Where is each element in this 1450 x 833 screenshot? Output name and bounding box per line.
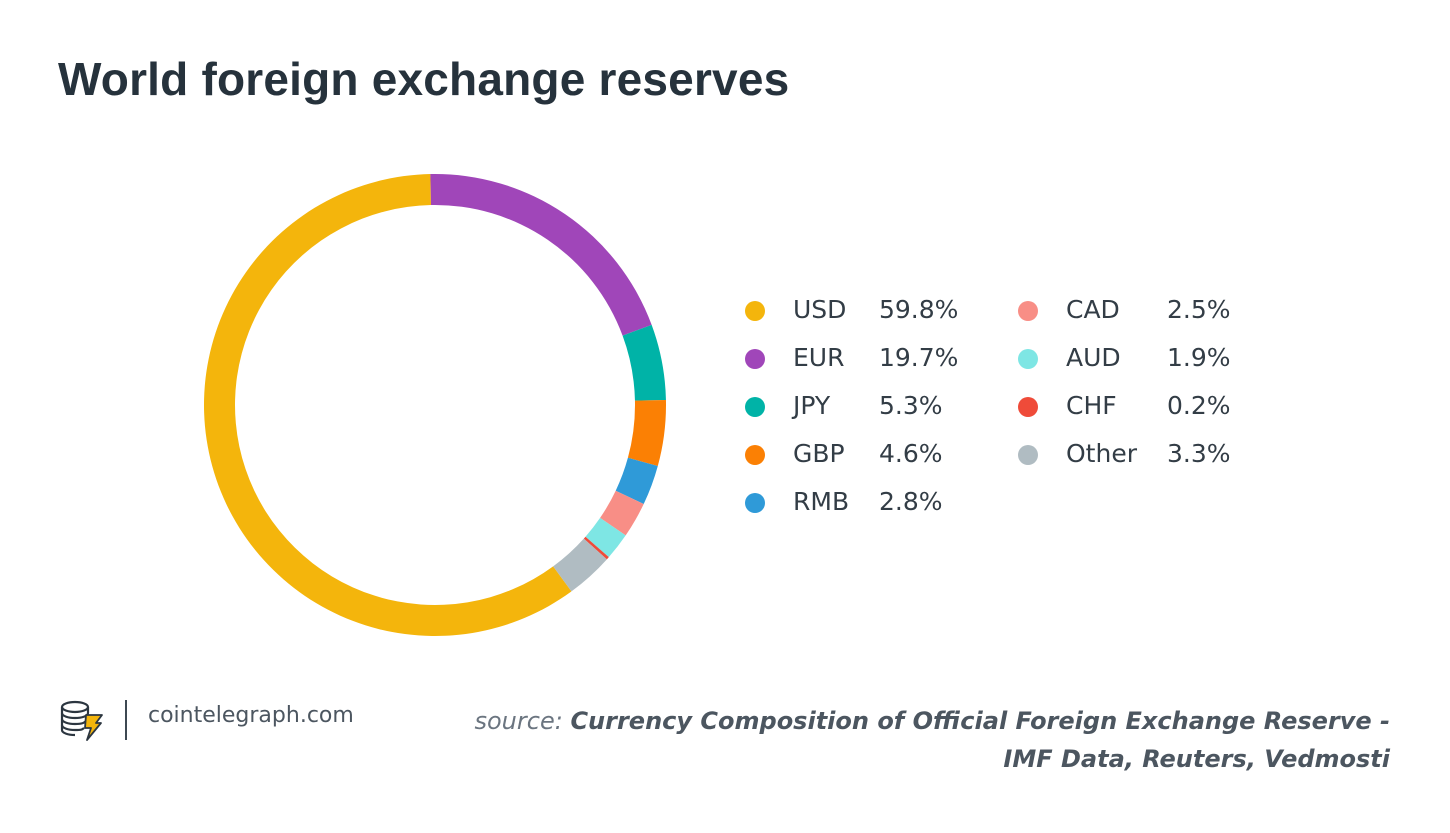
legend-item-jpy: JPY 5.3% xyxy=(745,386,995,426)
donut-slice-eur xyxy=(430,174,652,336)
donut-slice-usd xyxy=(204,174,572,636)
legend-label: USD xyxy=(793,295,847,324)
legend-label: CAD xyxy=(1066,295,1120,324)
legend-item-rmb: RMB 2.8% xyxy=(745,482,995,522)
legend-item-cad: CAD 2.5% xyxy=(1018,290,1268,330)
legend: USD 59.8% EUR 19.7% JPY 5.3% GBP 4.6% RMB 2.8% CAD… xyxy=(745,290,1265,530)
legend-item-eur: EUR 19.7% xyxy=(745,338,995,378)
source-note: source: Currency Composition of Official… xyxy=(474,702,1390,778)
cointelegraph-logo-icon xyxy=(60,700,103,741)
legend-item-chf: CHF 0.2% xyxy=(1018,386,1268,426)
legend-item-usd: USD 59.8% xyxy=(745,290,995,330)
legend-value: 2.5% xyxy=(1167,295,1231,324)
legend-item-aud: AUD 1.9% xyxy=(1018,338,1268,378)
legend-label: CHF xyxy=(1066,391,1117,420)
legend-swatch xyxy=(1018,301,1038,321)
legend-label: AUD xyxy=(1066,343,1121,372)
chart-title: World foreign exchange reserves xyxy=(58,53,790,105)
legend-value: 59.8% xyxy=(879,295,959,324)
source-text-1: Currency Composition of Official Foreign… xyxy=(570,707,1390,735)
legend-label: EUR xyxy=(793,343,845,372)
donut-slice-gbp xyxy=(627,400,666,466)
donut-slice-jpy xyxy=(622,324,666,401)
legend-swatch xyxy=(745,445,765,465)
legend-swatch xyxy=(1018,349,1038,369)
legend-label: RMB xyxy=(793,487,850,516)
legend-swatch xyxy=(745,493,765,513)
source-line-1: source: Currency Composition of Official… xyxy=(474,702,1390,740)
legend-swatch xyxy=(745,301,765,321)
donut-slice-cad xyxy=(600,490,644,536)
legend-value: 0.2% xyxy=(1167,391,1231,420)
legend-label: Other xyxy=(1066,439,1137,468)
legend-value: 19.7% xyxy=(879,343,959,372)
footer-site-link[interactable]: cointelegraph.com xyxy=(148,703,354,728)
legend-swatch xyxy=(1018,445,1038,465)
legend-swatch xyxy=(1018,397,1038,417)
source-prefix: source: xyxy=(474,707,563,735)
legend-value: 2.8% xyxy=(879,487,943,516)
legend-item-gbp: GBP 4.6% xyxy=(745,434,995,474)
donut-chart xyxy=(204,174,666,636)
legend-value: 3.3% xyxy=(1167,439,1231,468)
legend-value: 1.9% xyxy=(1167,343,1231,372)
legend-value: 5.3% xyxy=(879,391,943,420)
legend-item-other: Other 3.3% xyxy=(1018,434,1268,474)
footer-divider xyxy=(125,700,127,740)
legend-label: JPY xyxy=(793,391,831,420)
legend-value: 4.6% xyxy=(879,439,943,468)
donut-slice-chf xyxy=(583,536,609,560)
legend-label: GBP xyxy=(793,439,845,468)
legend-swatch xyxy=(745,397,765,417)
legend-swatch xyxy=(745,349,765,369)
donut-slice-aud xyxy=(585,517,626,558)
donut-slice-rmb xyxy=(615,457,658,505)
donut-slice-other xyxy=(553,538,607,592)
source-text-2: IMF Data, Reuters, Vedmosti xyxy=(1003,745,1390,773)
